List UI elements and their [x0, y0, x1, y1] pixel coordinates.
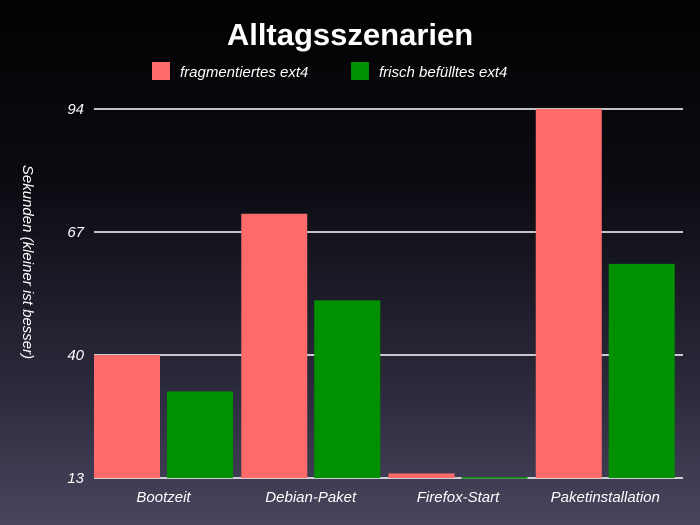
x-category-label: Firefox-Start [417, 489, 500, 506]
x-category-label: Bootzeit [136, 489, 191, 506]
y-tick-label: 13 [67, 470, 84, 487]
bar-fragmentiert-1 [241, 213, 308, 478]
bar-frisch-2 [461, 477, 528, 479]
bar-frisch-1 [314, 300, 381, 478]
y-tick-label: 94 [67, 101, 84, 118]
bar-frisch-3 [608, 263, 675, 478]
bar-frisch-0 [167, 391, 233, 478]
legend-label-frisch: frisch befülltes ext4 [379, 64, 507, 81]
y-tick-label: 40 [67, 347, 84, 364]
x-category-label: Debian-Paket [265, 489, 357, 506]
chart-title: Alltagsszenarien [227, 17, 473, 52]
legend-swatch-frisch [351, 62, 369, 80]
y-tick-labels: 13 40 67 94 [67, 101, 84, 487]
bar-fragmentiert-3 [535, 109, 602, 478]
legend: fragmentiertes ext4 frisch befülltes ext… [152, 62, 507, 81]
bars [94, 109, 675, 479]
bar-fragmentiert-0 [94, 355, 160, 478]
y-axis-label: Sekunden (kleiner ist besser) [19, 165, 36, 359]
legend-label-fragmentiert: fragmentiertes ext4 [180, 64, 308, 81]
category-labels: Bootzeit Debian-Paket Firefox-Start Paketin… [136, 489, 659, 506]
legend-swatch-fragmentiert [152, 62, 170, 80]
x-category-label: Paketinstallation [551, 489, 660, 506]
bar-fragmentiert-2 [388, 473, 455, 478]
y-tick-label: 67 [67, 224, 84, 241]
